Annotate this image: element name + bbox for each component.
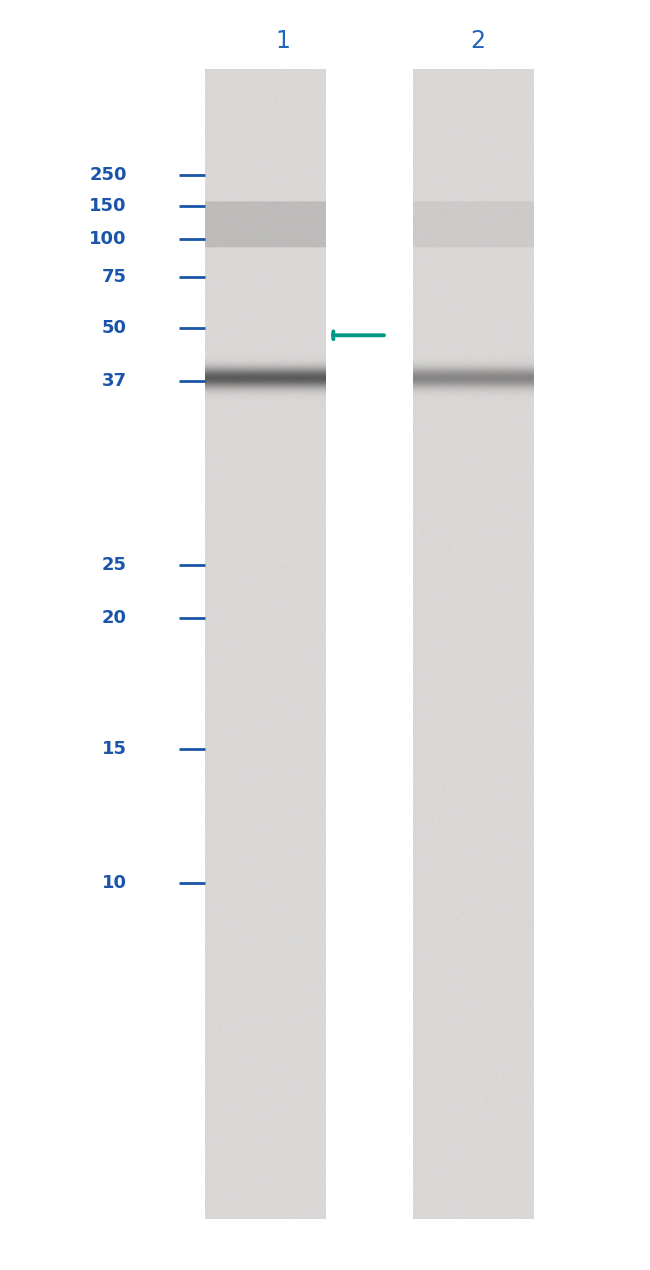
Text: 1: 1 — [276, 29, 290, 52]
Text: 75: 75 — [102, 268, 127, 286]
Text: 100: 100 — [89, 230, 127, 248]
Text: 37: 37 — [102, 372, 127, 390]
Text: 10: 10 — [102, 874, 127, 892]
Text: 2: 2 — [470, 29, 486, 52]
Text: 250: 250 — [89, 166, 127, 184]
Text: 20: 20 — [102, 610, 127, 627]
Text: 15: 15 — [102, 740, 127, 758]
Text: 25: 25 — [102, 556, 127, 574]
Text: 150: 150 — [89, 197, 127, 215]
Text: 50: 50 — [102, 319, 127, 337]
